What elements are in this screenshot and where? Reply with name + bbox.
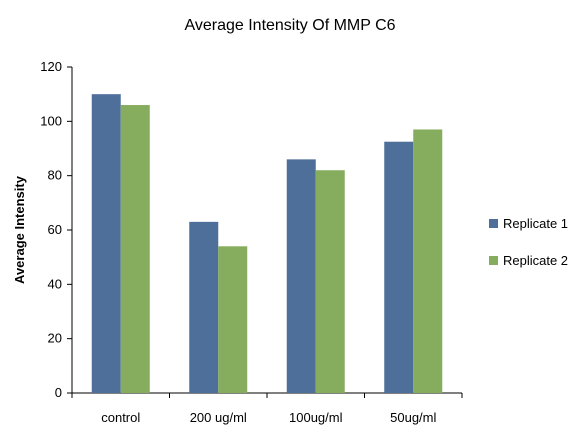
- x-tick-label: 200 ug/ml: [190, 410, 247, 425]
- x-tick-label: 100ug/ml: [289, 410, 343, 425]
- x-tick-label: control: [101, 410, 140, 425]
- y-tick-label: 40: [48, 276, 62, 291]
- bar-1-2: [189, 221, 219, 393]
- y-tick-label: 0: [55, 385, 62, 400]
- y-tick-label: 100: [40, 113, 62, 128]
- bar-1-3: [286, 159, 316, 393]
- plot-area: 0 20 40 60 80 100 120 control 200 ug/ml 100ug/ml 5…: [40, 59, 463, 425]
- y-tick-label: 80: [48, 168, 62, 183]
- legend: Replicate 1 Replicate 2: [489, 216, 568, 268]
- x-tick-label: 50ug/ml: [390, 410, 436, 425]
- legend-swatch-1: [489, 219, 498, 228]
- y-tick-label: 120: [40, 59, 62, 74]
- legend-label-1: Replicate 1: [503, 216, 568, 231]
- y-tick-label: 60: [48, 222, 62, 237]
- bar-2-3: [315, 170, 345, 393]
- bar-2-1: [120, 105, 150, 394]
- chart-title: Average Intensity Of MMP C6: [184, 17, 395, 34]
- bar-2-2: [218, 246, 248, 393]
- bar-1-4: [384, 141, 414, 393]
- bar-1-1: [91, 94, 121, 394]
- y-tick-label: 20: [48, 331, 62, 346]
- y-axis-label: Average Intensity: [12, 175, 27, 284]
- bar-2-4: [413, 129, 443, 393]
- legend-swatch-2: [489, 256, 498, 265]
- legend-label-2: Replicate 2: [503, 253, 568, 268]
